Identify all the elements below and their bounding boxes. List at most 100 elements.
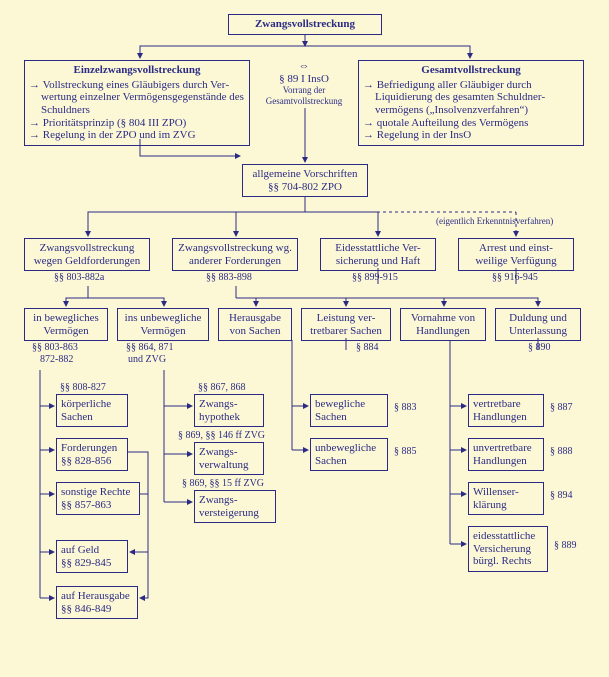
sc-herausgabe: Herausgabe von Sachen (218, 308, 292, 341)
root-node: Zwangsvollstreckung (228, 14, 382, 35)
c4-ref: §§ 916-945 (492, 272, 538, 284)
leaf-versteigerung: Zwangs- versteigerung (194, 490, 276, 523)
l2-t2: §§ 828-856 (61, 455, 123, 468)
sidenote: (eigentlich Erkenntnisverfahren) (436, 216, 553, 226)
s1-ref: § 883 (394, 402, 417, 414)
sc2-ref2: und ZVG (128, 354, 166, 366)
sc1-t2: Vermögen (29, 325, 103, 338)
sc-duldung: Duldung und Unterlassung (495, 308, 581, 341)
middle-note: ⇔ § 89 I InsO Vorrang der Gesamtvollstre… (262, 60, 346, 106)
leaf-verwaltung: Zwangs- verwaltung (194, 442, 264, 475)
einzel-b1: Vollstreckung eines Gläubigers durch Ver… (29, 79, 245, 117)
middle-sub1: Vorrang der (262, 85, 346, 95)
cat-eid: Eidesstattliche Ver- sicherung und Haft (320, 238, 436, 271)
v2-t2: Handlungen (473, 455, 539, 468)
s1-t1: bewegliche (315, 398, 383, 411)
sc1-ref2: 872-882 (40, 354, 73, 366)
v3-t1: Willenser- (473, 486, 539, 499)
h3-t1: Zwangs- (199, 494, 271, 507)
middle-sub2: Gesamtvollstreckung (262, 96, 346, 106)
v4-ref: § 889 (554, 540, 577, 552)
sc5-t1: Vornahme von (405, 312, 481, 325)
allg-l2: §§ 704-802 ZPO (247, 181, 363, 194)
leaf-forderungen: Forderungen §§ 828-856 (56, 438, 128, 471)
l5-t2: §§ 846-849 (61, 603, 133, 616)
l4-t2: §§ 829-845 (61, 557, 123, 570)
node-gesamt: Gesamtvollstreckung Befriedigung aller G… (358, 60, 584, 146)
c4-t2: weilige Verfügung (463, 255, 569, 268)
l2-t1: Forderungen (61, 442, 123, 455)
einzel-bullets: Vollstreckung eines Gläubigers durch Ver… (29, 79, 245, 142)
sc2-t2: Vermögen (122, 325, 204, 338)
c3-t2: sicherung und Haft (325, 255, 431, 268)
h1-pre: §§ 867, 868 (198, 382, 246, 394)
einzel-b3: Regelung in der ZPO und im ZVG (29, 129, 245, 142)
v4-t3: bürgl. Rechts (473, 555, 543, 568)
leaf-eid-buergl: eidesstattliche Versicherung bürgl. Rech… (468, 526, 548, 572)
leaf-herausgabe-geld: auf Herausgabe §§ 846-849 (56, 586, 138, 619)
h3-pre: § 869, §§ 15 ff ZVG (182, 478, 264, 490)
v2-t1: unvertretbare (473, 442, 539, 455)
c2-t1: Zwangsvollstreckung wg. (177, 242, 293, 255)
leaf-hypothek: Zwangs- hypothek (194, 394, 264, 427)
gesamt-b2: quotale Aufteilung des Vermögens (363, 117, 579, 130)
cat-andere: Zwangsvollstreckung wg. anderer Forderun… (172, 238, 298, 271)
leaf-vertretbar: vertretbare Handlungen (468, 394, 544, 427)
s2-ref: § 885 (394, 446, 417, 458)
leaf-willenserklaerung: Willenser- klärung (468, 482, 544, 515)
c2-ref: §§ 883-898 (206, 272, 252, 284)
c1-t2: wegen Geldforderungen (29, 255, 145, 268)
s2-t1: unbewegliche (315, 442, 383, 455)
l3-t1: sonstige Rechte (61, 486, 135, 499)
leaf-geld: auf Geld §§ 829-845 (56, 540, 128, 573)
c1-t1: Zwangsvollstreckung (29, 242, 145, 255)
h2-t2: verwaltung (199, 459, 259, 472)
gesamt-bullets: Befriedigung aller Gläubiger durch Liqui… (363, 79, 579, 142)
root-title: Zwangsvollstreckung (233, 18, 377, 31)
sc2-t1: ins unbewegliche (122, 312, 204, 325)
l1-t2: Sachen (61, 411, 123, 424)
sc1-ref1: §§ 803-863 (32, 342, 78, 354)
sc6-t1: Duldung und (500, 312, 576, 325)
sc6-t2: Unterlassung (500, 325, 576, 338)
leaf-unbeweg-sachen: unbewegliche Sachen (310, 438, 388, 471)
middle-ref: § 89 I InsO (262, 73, 346, 86)
c3-t1: Eidesstattliche Ver- (325, 242, 431, 255)
c1-ref: §§ 803-882a (54, 272, 104, 284)
sc3-t2: von Sachen (223, 325, 287, 338)
sc4-t2: tretbarer Sachen (306, 325, 386, 338)
allg-l1: allgemeine Vorschriften (247, 168, 363, 181)
s1-t2: Sachen (315, 411, 383, 424)
h3-t2: versteigerung (199, 507, 271, 520)
leaf-unvertretbar: unvertretbare Handlungen (468, 438, 544, 471)
middle-symbol: ⇔ (262, 60, 346, 73)
sc2-ref1: §§ 864, 871 (126, 342, 174, 354)
v3-t2: klärung (473, 499, 539, 512)
leaf-beweg-sachen: bewegliche Sachen (310, 394, 388, 427)
l1-t1: körperliche (61, 398, 123, 411)
c2-t2: anderer Forderungen (177, 255, 293, 268)
sc4-t1: Leistung ver- (306, 312, 386, 325)
h1-t2: hypothek (199, 411, 259, 424)
h1-t1: Zwangs- (199, 398, 259, 411)
sc-vornahme: Vornahme von Handlungen (400, 308, 486, 341)
gesamt-title: Gesamtvollstreckung (363, 64, 579, 77)
leaf-sonstige: sonstige Rechte §§ 857-863 (56, 482, 140, 515)
node-allg: allgemeine Vorschriften §§ 704-802 ZPO (242, 164, 368, 197)
gesamt-b3: Regelung in der InsO (363, 129, 579, 142)
v4-t2: Versicherung (473, 543, 543, 556)
sc-unbeweglich: ins unbewegliche Vermögen (117, 308, 209, 341)
c3-ref: §§ 899-915 (352, 272, 398, 284)
v1-ref: § 887 (550, 402, 573, 414)
s2-t2: Sachen (315, 455, 383, 468)
cat-arrest: Arrest und einst- weilige Verfügung (458, 238, 574, 271)
h2-pre: § 869, §§ 146 ff ZVG (178, 430, 265, 442)
node-einzel: Einzelzwangsvollstreckung Vollstreckung … (24, 60, 250, 146)
v1-t2: Handlungen (473, 411, 539, 424)
leaf-koerperliche: körperliche Sachen (56, 394, 128, 427)
l3-t2: §§ 857-863 (61, 499, 135, 512)
einzel-b2: Prioritätsprinzip (§ 804 III ZPO) (29, 117, 245, 130)
sc5-t2: Handlungen (405, 325, 481, 338)
v4-t1: eidesstattliche (473, 530, 543, 543)
c4-t1: Arrest und einst- (463, 242, 569, 255)
